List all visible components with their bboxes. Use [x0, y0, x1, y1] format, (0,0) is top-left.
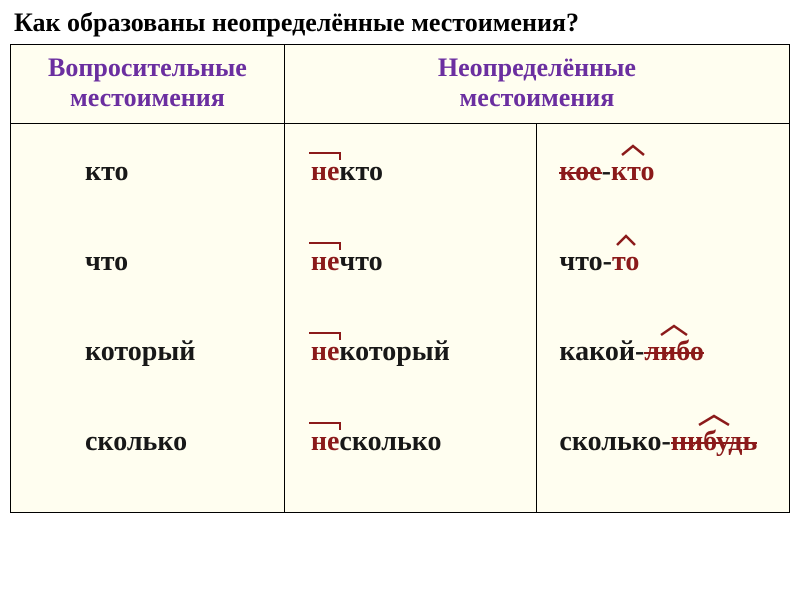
prefix: не — [311, 428, 340, 456]
table-header-row: Вопросительные местоимения Неопределённы… — [11, 45, 790, 124]
header-line: местоимения — [460, 83, 615, 112]
pronoun-table: Вопросительные местоимения Неопределённы… — [10, 44, 790, 513]
dash: - — [602, 156, 611, 187]
word-nekto: некто — [311, 158, 383, 186]
header-line: Вопросительные — [48, 53, 247, 82]
prefix-overbar-mark — [309, 152, 342, 160]
root-text: что — [559, 246, 602, 277]
suffix: то — [612, 248, 639, 276]
prefix-overbar-mark — [309, 242, 342, 250]
word-nechto: нечто — [311, 248, 383, 276]
word-skolko: сколько — [85, 428, 187, 456]
prefix-text: не — [311, 336, 340, 367]
suffix: кто — [611, 158, 655, 186]
prefix-text: не — [311, 246, 340, 277]
caret-icon — [620, 144, 646, 156]
root-text: какой — [559, 336, 635, 367]
suffix: нибудь — [671, 428, 757, 456]
root-text: сколько — [339, 426, 441, 457]
col-indef-prefix: некто нечто некоторый несколько — [284, 123, 537, 512]
suffix-text: кто — [611, 156, 655, 187]
root-text: который — [339, 336, 449, 367]
word-neskolko: несколько — [311, 428, 442, 456]
strike-mark — [644, 352, 703, 354]
page-title: Как образованы неопределённые местоимени… — [10, 6, 790, 44]
prefix-overbar-mark — [309, 332, 342, 340]
prefix-text: не — [311, 156, 340, 187]
header-line: Неопределённые — [438, 53, 636, 82]
root-text: кто — [339, 156, 383, 187]
caret-icon — [615, 234, 637, 246]
suffix-text: то — [612, 246, 639, 277]
caret-icon — [697, 414, 731, 426]
prefix-overbar-mark — [309, 422, 342, 430]
word-skolkonibud: сколько-нибудь — [559, 428, 757, 456]
col-interrogative: кто что который сколько — [11, 123, 285, 512]
page: Как образованы неопределённые местоимени… — [0, 0, 800, 600]
prefix-text: не — [311, 426, 340, 457]
prefix: не — [311, 158, 340, 186]
prefix: не — [311, 338, 340, 366]
header-interrogative: Вопросительные местоимения — [11, 45, 285, 124]
header-indefinite: Неопределённые местоимения — [284, 45, 789, 124]
word-chtoto: что-то — [559, 248, 639, 276]
root-text: сколько — [559, 426, 661, 457]
dash: - — [635, 336, 644, 367]
word-kotoryj: который — [85, 338, 195, 366]
caret-icon — [659, 324, 689, 336]
strike-mark — [671, 442, 757, 444]
word-kakojlibo: какой-либо — [559, 338, 703, 366]
word-kto: кто — [85, 158, 129, 186]
dash: - — [662, 426, 671, 457]
strike-mark — [559, 172, 601, 174]
prefix: не — [311, 248, 340, 276]
header-line: местоимения — [70, 83, 225, 112]
root-text: что — [339, 246, 382, 277]
word-koekto: кое-кто — [559, 158, 654, 186]
word-nekotoryj: некоторый — [311, 338, 450, 366]
suffix: либо — [644, 338, 703, 366]
col-indef-suffix: кое-кто что-то какой-либо сколько-нибудь — [537, 123, 790, 512]
dash: - — [603, 246, 612, 277]
word-chto: что — [85, 248, 128, 276]
root-with-strike: кое — [559, 158, 601, 186]
table-body-row: кто что который сколько некто нечто неко… — [11, 123, 790, 512]
